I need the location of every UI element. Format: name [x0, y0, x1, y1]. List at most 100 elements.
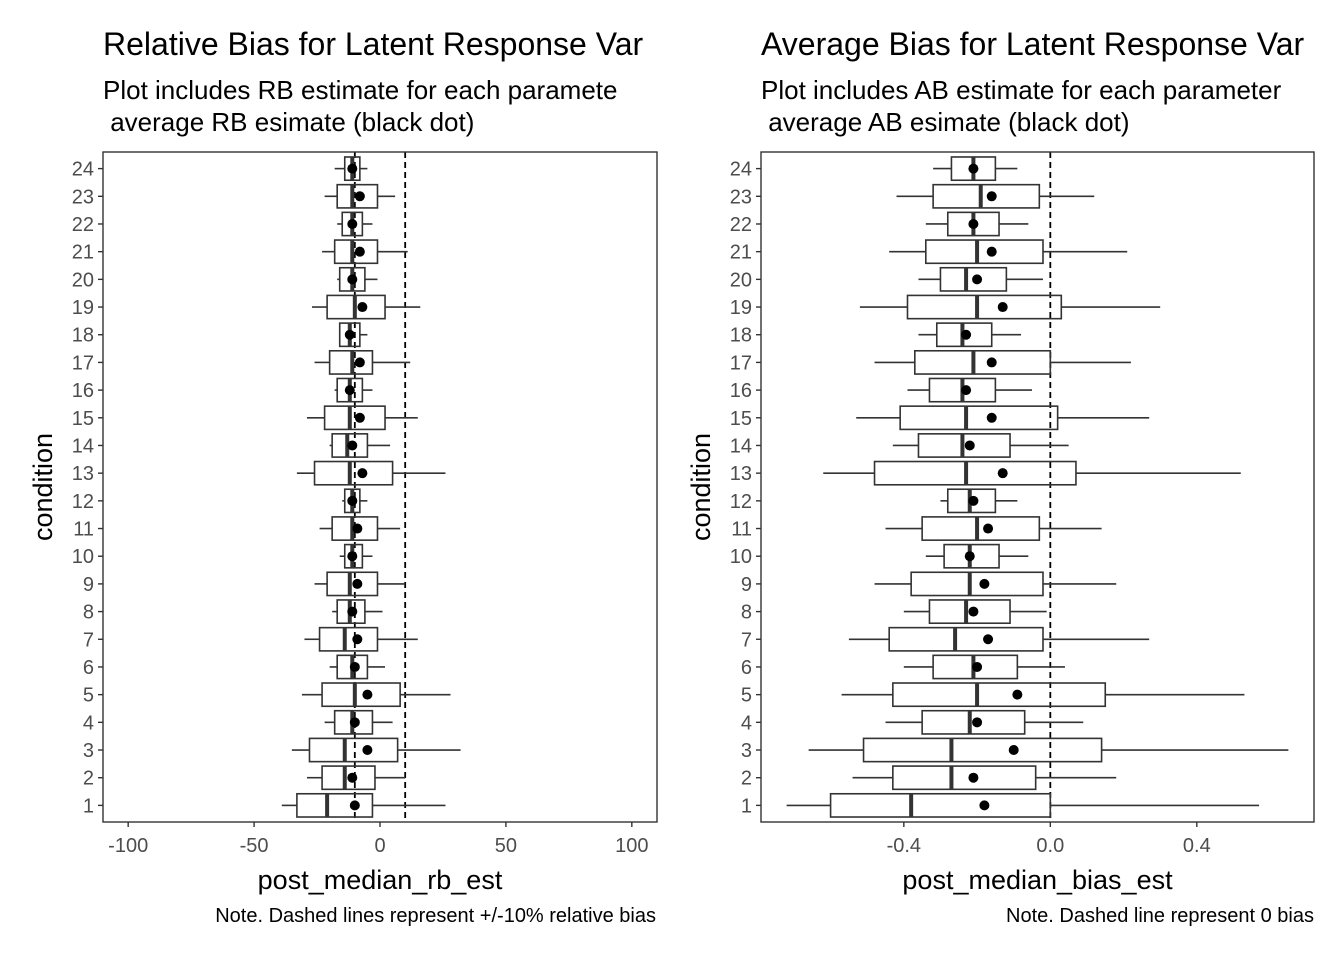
y-tick-label: 20	[72, 269, 94, 291]
y-tick-label: 16	[730, 380, 752, 402]
box	[323, 405, 386, 431]
y-tick-label: 15	[730, 408, 752, 430]
plot-border	[760, 151, 1315, 823]
mean-dot	[357, 468, 368, 479]
mean-dot	[352, 634, 363, 645]
rb-boxplot: 123456789101112131415161718192021222324-…	[28, 151, 658, 895]
x-axis-title: post_median_rb_est	[258, 865, 503, 895]
mean-dot	[968, 163, 979, 174]
y-tick-label: 14	[72, 435, 94, 457]
box	[921, 709, 1026, 735]
x-tick-label: 0.0	[1036, 835, 1064, 857]
y-tick-label: 19	[72, 297, 94, 319]
chart-subtitle-line2: average AB esimate (black dot)	[761, 107, 1130, 137]
mean-dot	[983, 523, 994, 534]
x-tick-label: 50	[495, 835, 517, 857]
y-tick-label: 7	[83, 629, 94, 651]
mean-dot	[961, 385, 972, 396]
mean-dot	[347, 772, 358, 783]
y-tick-label: 10	[72, 546, 94, 568]
x-tick-label: -0.4	[887, 835, 921, 857]
x-axis-title: post_median_bias_est	[902, 865, 1173, 895]
box	[928, 599, 1011, 625]
box	[321, 765, 376, 791]
box	[296, 792, 374, 818]
y-tick-label: 18	[730, 325, 752, 347]
y-tick-label: 3	[741, 740, 752, 762]
y-tick-label: 14	[730, 435, 752, 457]
y-tick-label: 4	[741, 712, 752, 734]
mean-dot	[362, 745, 373, 756]
box	[892, 682, 1107, 708]
mean-dot	[986, 357, 997, 368]
box	[333, 239, 379, 265]
y-tick-label: 5	[83, 685, 94, 707]
y-tick-label: 18	[72, 325, 94, 347]
mean-dot	[979, 800, 990, 811]
mean-dot	[1008, 745, 1019, 756]
x-tick-label: 0	[374, 835, 385, 857]
rb-plot-panel: Relative Bias for Latent Response Var Pl…	[28, 26, 658, 927]
mean-dot	[986, 191, 997, 202]
y-tick-label: 8	[741, 602, 752, 624]
y-tick-label: 7	[741, 629, 752, 651]
y-tick-label: 11	[73, 519, 94, 541]
y-axis-title: condition	[28, 433, 58, 541]
x-tick-label: -50	[240, 835, 269, 857]
box	[308, 737, 399, 763]
mean-dot	[352, 578, 363, 589]
chart-title: Relative Bias for Latent Response Var	[103, 26, 644, 62]
y-tick-label: 2	[741, 768, 752, 790]
mean-dot	[354, 412, 365, 423]
box	[313, 460, 394, 486]
mean-dot	[354, 191, 365, 202]
mean-dot	[986, 246, 997, 257]
box	[829, 792, 1052, 818]
chart-note: Note. Dashed line represent 0 bias	[1006, 905, 1314, 927]
y-tick-label: 3	[83, 740, 94, 762]
plot-border	[102, 151, 658, 823]
mean-dot	[349, 717, 360, 728]
y-tick-label: 13	[72, 463, 94, 485]
mean-dot	[347, 274, 358, 285]
box	[910, 571, 1044, 597]
y-tick-label: 12	[72, 491, 94, 513]
box	[932, 183, 1041, 209]
y-tick-label: 21	[730, 242, 752, 264]
box	[892, 765, 1037, 791]
mean-dot	[347, 551, 358, 562]
box	[906, 294, 1063, 320]
y-tick-label: 2	[83, 768, 94, 790]
y-tick-label: 5	[741, 685, 752, 707]
y-axis-title: condition	[686, 433, 716, 541]
y-tick-label: 6	[83, 657, 94, 679]
mean-dot	[968, 218, 979, 229]
chart-note: Note. Dashed lines represent +/-10% rela…	[215, 905, 656, 927]
mean-dot	[347, 163, 358, 174]
mean-dot	[997, 468, 1008, 479]
mean-dot	[964, 551, 975, 562]
mean-dot	[972, 717, 983, 728]
mean-dot	[357, 302, 368, 313]
y-tick-label: 20	[730, 269, 752, 291]
box	[862, 737, 1103, 763]
box	[899, 405, 1059, 431]
mean-dot	[986, 412, 997, 423]
box	[921, 516, 1041, 541]
box	[326, 571, 379, 597]
y-tick-label: 6	[741, 657, 752, 679]
y-tick-label: 9	[83, 574, 94, 596]
x-tick-label: -100	[108, 835, 148, 857]
mean-dot	[349, 800, 360, 811]
ab-plot-panel: Average Bias for Latent Response Var Plo…	[672, 0, 1344, 960]
mean-dot	[968, 606, 979, 617]
mean-dot	[968, 772, 979, 783]
y-tick-label: 24	[730, 159, 752, 181]
y-tick-label: 19	[730, 297, 752, 319]
y-tick-label: 10	[730, 546, 752, 568]
y-tick-label: 15	[72, 408, 94, 430]
y-tick-label: 1	[741, 795, 752, 817]
mean-dot	[362, 689, 373, 700]
mean-dot	[344, 329, 355, 340]
mean-dot	[972, 274, 983, 285]
